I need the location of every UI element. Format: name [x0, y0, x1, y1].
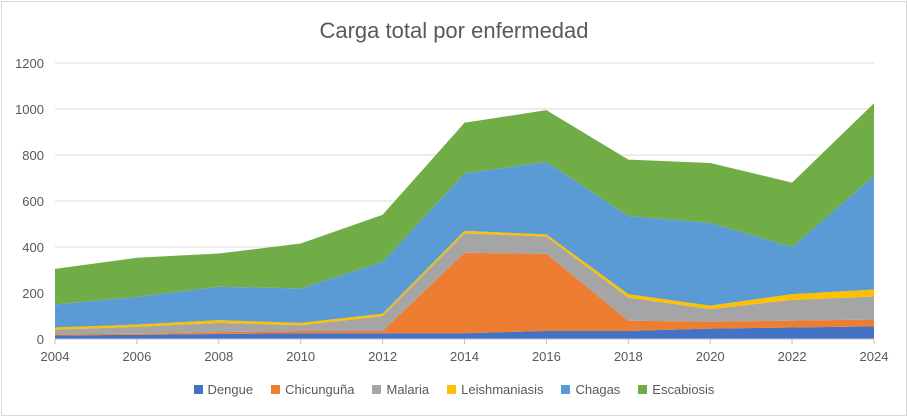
x-tick-label: 2008	[204, 349, 233, 364]
chart-title: Carga total por enfermedad	[319, 18, 589, 43]
legend-label: Escabiosis	[652, 382, 715, 397]
x-tick-label: 2014	[450, 349, 479, 364]
legend-item: Leishmaniasis	[447, 382, 543, 397]
legend: Dengue Chicunguña Malaria Leishmaniasis Chag…	[0, 382, 908, 397]
y-tick-label: 1200	[15, 56, 44, 71]
area-malaria	[55, 233, 874, 335]
legend-swatch	[447, 385, 457, 394]
legend-label: Chagas	[575, 382, 621, 397]
x-tick-label: 2016	[532, 349, 561, 364]
y-tick-label: 600	[22, 194, 44, 209]
legend-label: Malaria	[386, 382, 430, 397]
y-tick-label: 0	[37, 332, 44, 347]
x-tick-label: 2004	[41, 349, 70, 364]
y-tick-label: 200	[22, 286, 44, 301]
x-tick-label: 2012	[368, 349, 397, 364]
legend-item: Escabiosis	[638, 382, 714, 397]
area-chicungu-a	[55, 252, 874, 336]
y-tick-label: 400	[22, 240, 44, 255]
y-tick-label: 800	[22, 148, 44, 163]
legend-swatch	[372, 385, 382, 394]
legend-swatch	[561, 385, 571, 394]
x-tick-label: 2010	[286, 349, 315, 364]
legend-item: Malaria	[372, 382, 429, 397]
legend-item: Dengue	[193, 382, 254, 397]
legend-label: Leishmaniasis	[461, 382, 544, 397]
legend-label: Chicunguña	[285, 382, 355, 397]
area-dengue	[55, 326, 874, 339]
x-tick-label: 2018	[614, 349, 643, 364]
area-series	[55, 103, 874, 339]
x-tick-label: 2022	[778, 349, 807, 364]
legend-label: Dengue	[207, 382, 254, 397]
area-escabiosis	[55, 103, 874, 305]
legend-swatch	[193, 385, 203, 394]
area-chagas	[55, 161, 874, 328]
y-tick-label: 1000	[15, 102, 44, 117]
legend-item: Chicunguña	[271, 382, 354, 397]
x-tick-label: 2024	[860, 349, 889, 364]
x-tick-label: 2006	[122, 349, 151, 364]
legend-swatch	[638, 385, 648, 394]
legend-swatch	[271, 385, 281, 394]
axes: 0 200 400 600 800 1000 1200 2004 2006 2008 2010 201…	[15, 56, 888, 364]
x-tick-label: 2020	[696, 349, 725, 364]
legend-item: Chagas	[561, 382, 620, 397]
